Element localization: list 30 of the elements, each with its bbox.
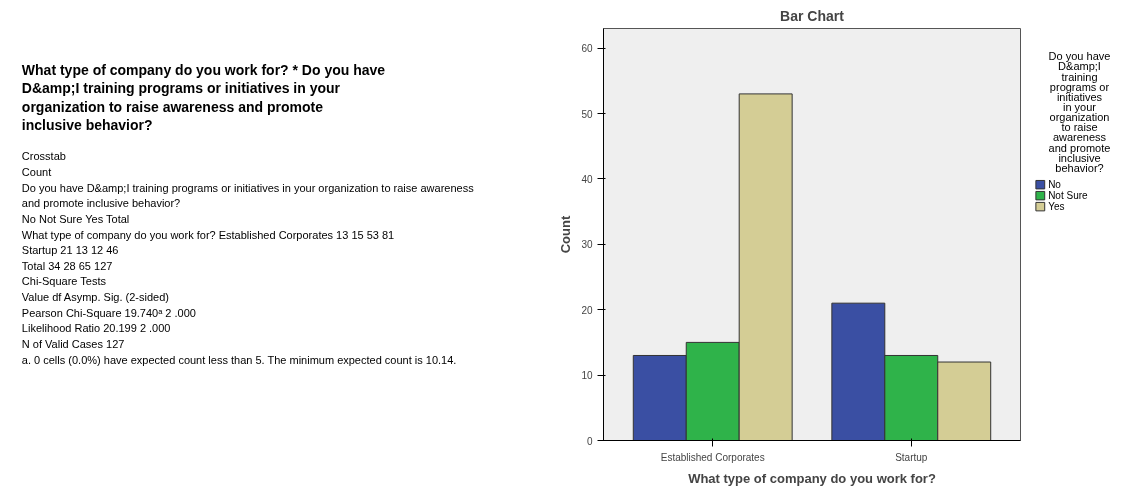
y-tick-label: 60 bbox=[581, 43, 593, 55]
x-tick-label: Established Corporates bbox=[660, 451, 765, 463]
text: What type of company do you work for? Established Corporates 13 15 53 81 bbox=[21, 228, 395, 241]
text: What type of company do you work for? * Do you have D&amp;I training programs or initiatives in your organization to raise awareness and promote inclusive behavior? bbox=[21, 61, 386, 134]
text: Do you have D&amp;I training programs or initiatives in your organization to raise awareness and promote inclusive behavior? bbox=[1048, 50, 1111, 174]
text: No Not Sure Yes Total bbox=[21, 212, 130, 225]
chart-title: Bar Chart bbox=[780, 7, 845, 24]
text: N of Valid Cases 127 bbox=[21, 338, 125, 351]
text: Pearson Chi-Square 19.740ᵃ 2 .000 bbox=[21, 306, 196, 319]
text: Startup 21 13 12 46 bbox=[21, 244, 119, 257]
y-axis-title: Count bbox=[558, 215, 574, 254]
x-tick-label: Startup bbox=[895, 451, 928, 463]
text: a. 0 cells (0.0%) have expected count less than 5. The minimum expected count is 10.14. bbox=[21, 353, 457, 366]
legend-label: Not Sure bbox=[1048, 190, 1089, 202]
y-tick-label: 0 bbox=[586, 435, 593, 447]
y-tick-label: 30 bbox=[581, 239, 593, 251]
text: Value df Asymp. Sig. (2-sided) bbox=[21, 291, 170, 304]
text: Chi-Square Tests bbox=[21, 275, 107, 288]
text: Count bbox=[21, 165, 52, 178]
y-tick-label: 50 bbox=[581, 108, 593, 120]
y-tick-label: 20 bbox=[581, 304, 593, 316]
legend-label: Yes bbox=[1048, 201, 1065, 213]
y-tick-label: 10 bbox=[581, 370, 593, 382]
x-axis-title: What type of company do you work for? bbox=[688, 470, 936, 486]
y-tick-label: 40 bbox=[581, 173, 593, 185]
text: Total 34 28 65 127 bbox=[21, 259, 113, 272]
text: Crosstab bbox=[21, 150, 66, 163]
text: Likelihood Ratio 20.199 2 .000 bbox=[21, 322, 171, 335]
text: Do you have D&amp;I training programs or initiatives in your organization to raise awareness and promote inclusive behavior? bbox=[21, 181, 475, 210]
legend-label: No bbox=[1048, 179, 1062, 191]
